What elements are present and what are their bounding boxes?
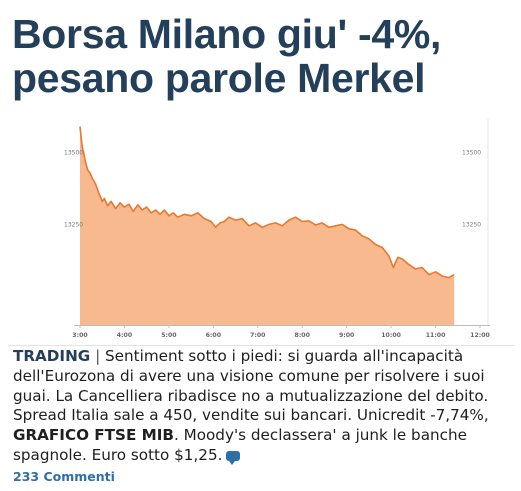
article-summary: TRADING | Sentiment sotto i piedi: si gu… — [13, 347, 515, 466]
x-tick-label: 12:00 — [470, 332, 490, 339]
x-tick-label: 4:00 — [117, 332, 133, 339]
x-tick-label: 7:00 — [250, 332, 266, 339]
ftse-mib-chart-link[interactable]: GRAFICO FTSE MIB — [13, 426, 174, 445]
y-tick-left-label: 13500 — [64, 150, 83, 157]
chart-svg: 13500 13500 13250 13250 3:00 4:00 5:00 6:00 7:00… — [64, 118, 491, 339]
headline-line-2: pesano parole Merkel — [12, 55, 426, 101]
summary-text-1: Sentiment sotto i piedi: si guarda all'i… — [13, 347, 489, 425]
x-tick-label: 3:00 — [72, 332, 88, 339]
x-tick-label: 8:00 — [295, 332, 311, 339]
kicker-label: TRADING — [13, 347, 91, 365]
kicker-separator: | — [95, 347, 101, 365]
chart-series-line — [79, 126, 455, 279]
x-tick-label: 5:00 — [161, 332, 177, 339]
y-tick-right-label: 13250 — [462, 221, 481, 228]
y-tick-left-label: 13250 — [64, 221, 83, 228]
x-tick-label: 10:00 — [381, 332, 401, 339]
headline[interactable]: Borsa Milano giu' -4%, pesano parole Mer… — [12, 12, 512, 100]
headline-link[interactable]: Borsa Milano giu' -4%, pesano parole Mer… — [12, 12, 512, 100]
ftse-mib-chart[interactable]: 13500 13500 13250 13250 3:00 4:00 5:00 6:00 7:00… — [8, 110, 514, 346]
comment-bubble-icon[interactable] — [226, 450, 241, 465]
x-tick-label: 6:00 — [206, 332, 222, 339]
x-tick-label: 11:00 — [426, 332, 446, 339]
summary-text-2: . Moody's declassera' a junk le banche s… — [13, 426, 467, 464]
x-tick-label: 9:00 — [339, 332, 355, 339]
comments-link[interactable]: 233 Commenti — [13, 469, 115, 484]
y-tick-right-label: 13500 — [462, 150, 481, 157]
headline-line-1: Borsa Milano giu' -4%, — [12, 11, 442, 57]
